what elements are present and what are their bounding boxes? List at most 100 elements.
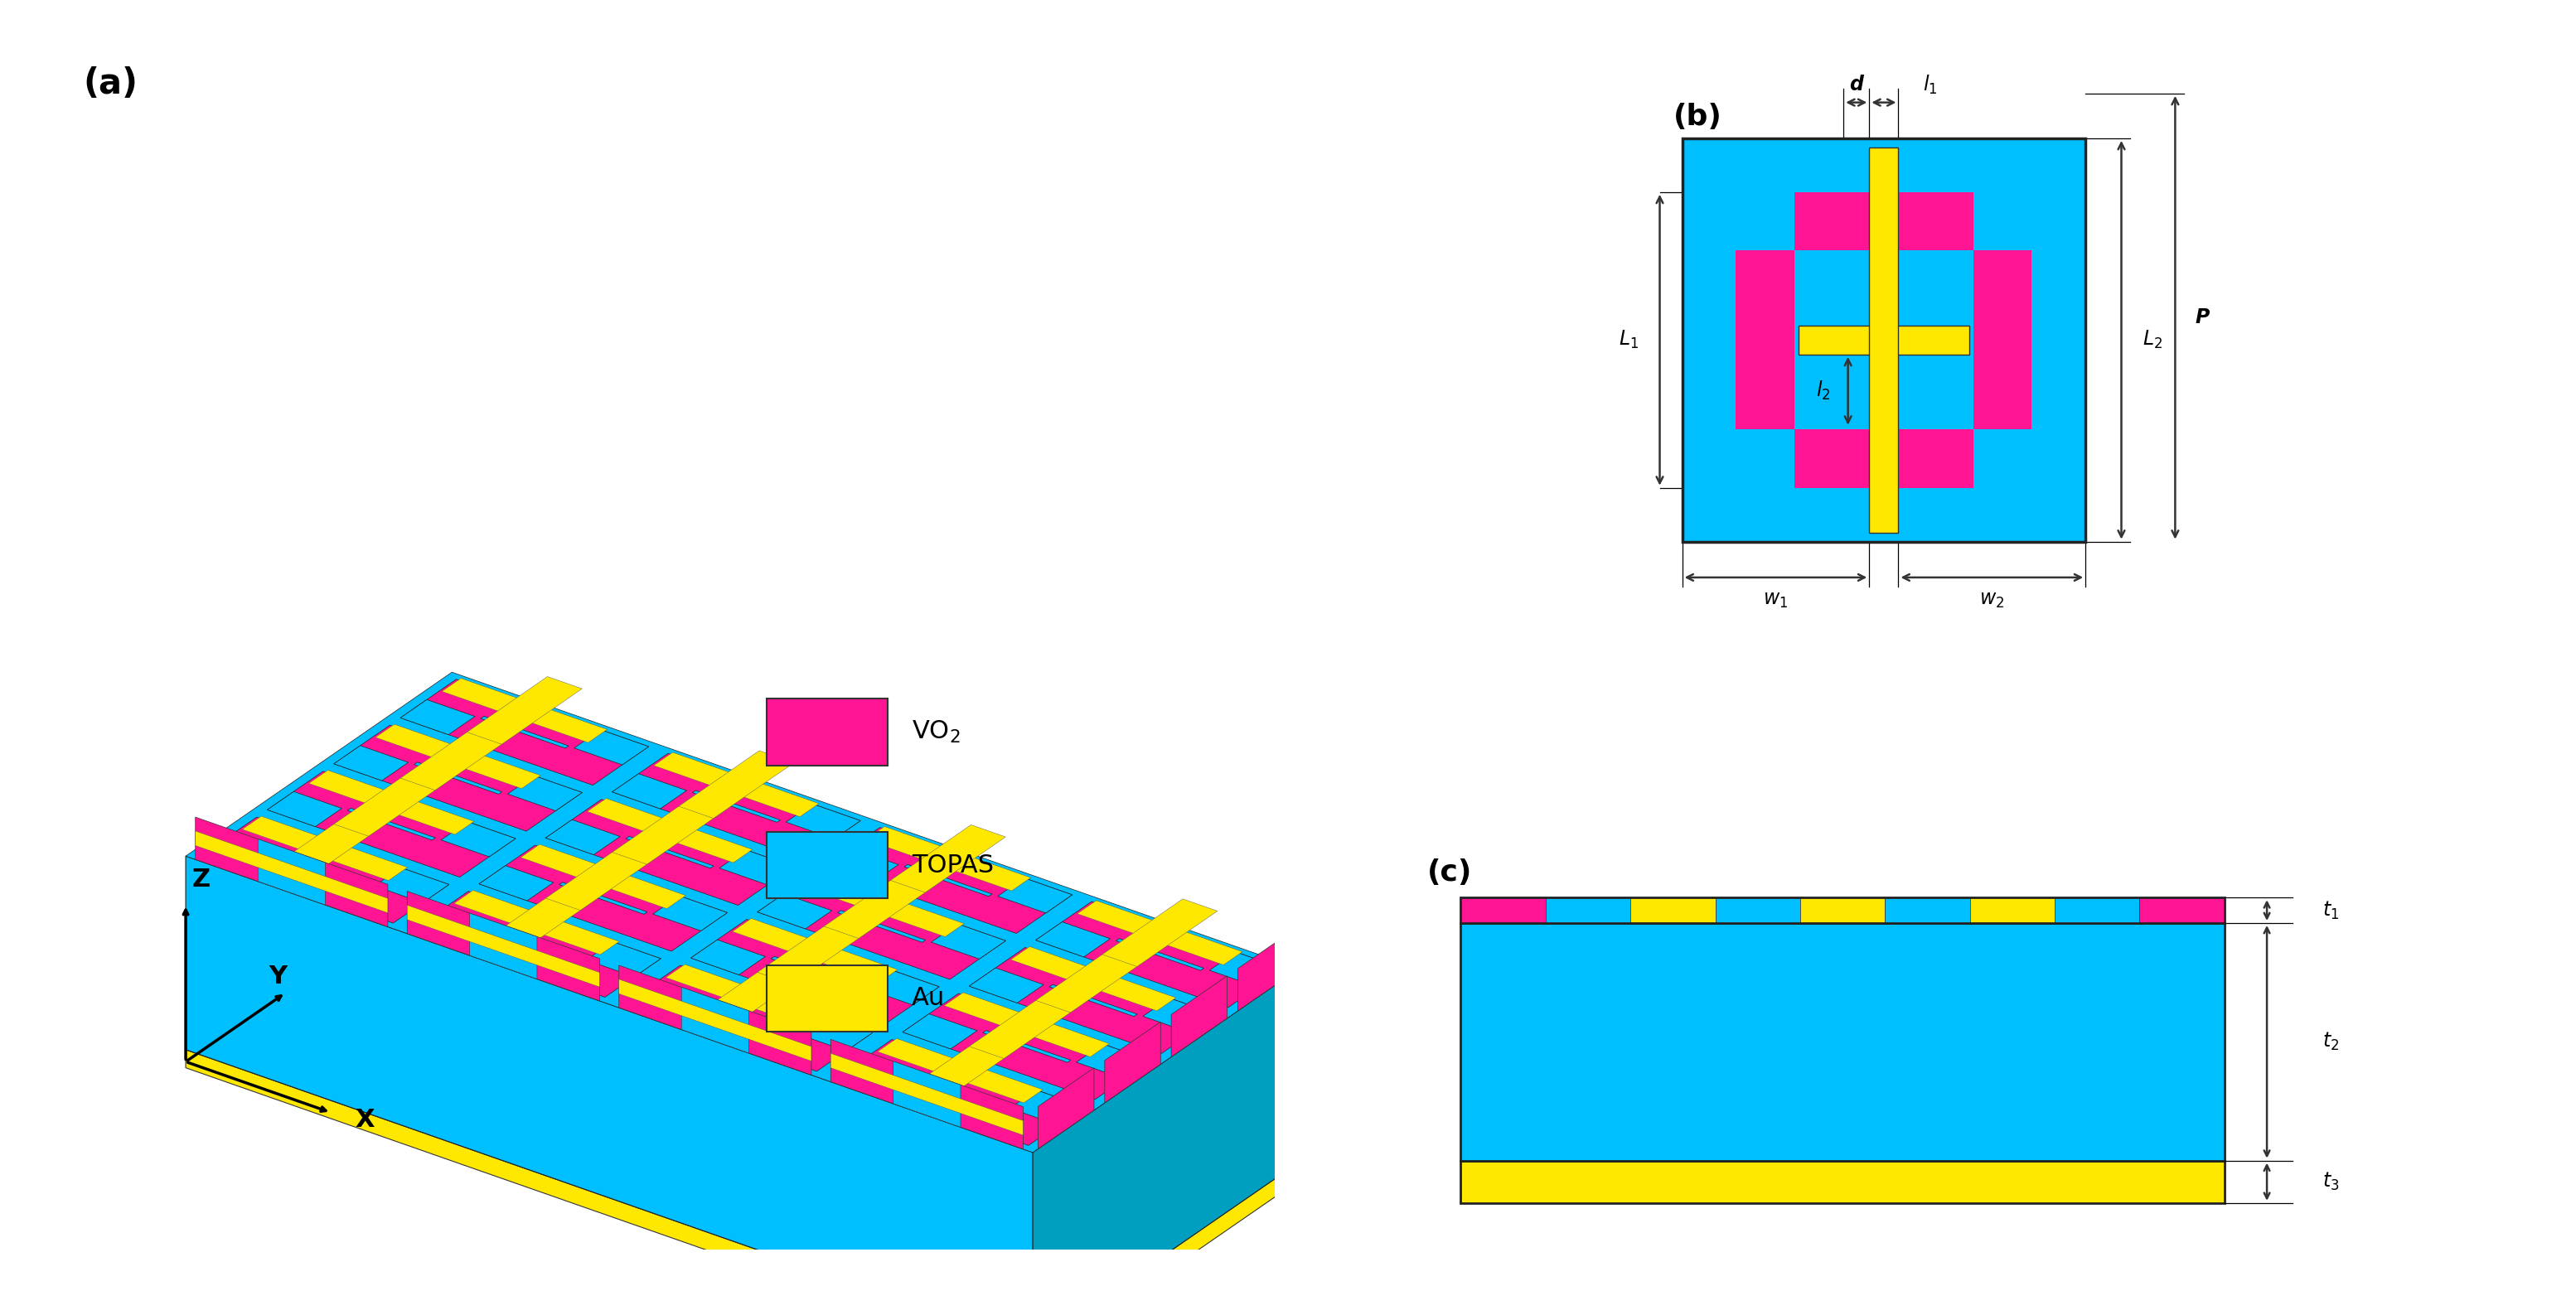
- Polygon shape: [399, 700, 474, 735]
- Polygon shape: [415, 763, 502, 794]
- Polygon shape: [482, 717, 569, 748]
- Polygon shape: [690, 963, 806, 1031]
- Polygon shape: [185, 672, 1298, 1152]
- Polygon shape: [399, 680, 649, 785]
- Text: Z: Z: [191, 868, 211, 892]
- Polygon shape: [866, 826, 1030, 890]
- Bar: [1801, 898, 1886, 923]
- Polygon shape: [969, 968, 1043, 1003]
- Polygon shape: [690, 919, 940, 1026]
- Polygon shape: [1115, 939, 1203, 970]
- Polygon shape: [399, 722, 515, 790]
- Text: VO$_2$: VO$_2$: [912, 719, 961, 744]
- Text: Au: Au: [912, 986, 945, 1010]
- Bar: [1631, 898, 1716, 923]
- Bar: [1862, 430, 1904, 488]
- Polygon shape: [902, 1036, 1018, 1105]
- Polygon shape: [479, 846, 726, 951]
- Polygon shape: [757, 894, 832, 928]
- Text: X: X: [355, 1109, 374, 1132]
- Polygon shape: [969, 948, 1218, 1053]
- Polygon shape: [559, 882, 647, 914]
- Text: Y: Y: [268, 964, 286, 989]
- Polygon shape: [185, 865, 1298, 1315]
- Polygon shape: [546, 800, 793, 905]
- Bar: [1716, 898, 1801, 923]
- Bar: [1736, 192, 2032, 488]
- Polygon shape: [479, 865, 554, 901]
- Polygon shape: [1077, 901, 1242, 965]
- Polygon shape: [757, 873, 1005, 980]
- Bar: [2056, 898, 2141, 923]
- Polygon shape: [824, 827, 1072, 934]
- Bar: [1736, 430, 1795, 488]
- Text: $w_2$: $w_2$: [1978, 590, 2004, 610]
- Polygon shape: [786, 803, 860, 839]
- Polygon shape: [665, 964, 832, 1028]
- Polygon shape: [201, 817, 448, 923]
- Polygon shape: [520, 844, 685, 909]
- Polygon shape: [1103, 899, 1218, 967]
- Polygon shape: [902, 1014, 976, 1049]
- Polygon shape: [891, 825, 1005, 893]
- Polygon shape: [878, 1039, 1043, 1103]
- Polygon shape: [196, 817, 389, 927]
- Polygon shape: [268, 814, 381, 882]
- Text: (b): (b): [1674, 103, 1721, 130]
- Polygon shape: [829, 1039, 1023, 1149]
- Bar: [2141, 898, 2226, 923]
- Polygon shape: [1239, 930, 1293, 1011]
- Polygon shape: [196, 831, 389, 913]
- Bar: [1461, 1161, 2226, 1203]
- Polygon shape: [1211, 952, 1283, 988]
- Polygon shape: [281, 855, 368, 886]
- Polygon shape: [268, 792, 343, 827]
- Polygon shape: [258, 839, 325, 905]
- Polygon shape: [824, 871, 940, 939]
- Bar: [1461, 898, 1546, 923]
- Polygon shape: [623, 986, 698, 1020]
- Polygon shape: [335, 768, 448, 836]
- Polygon shape: [348, 809, 435, 840]
- Polygon shape: [242, 817, 407, 881]
- Polygon shape: [837, 910, 925, 943]
- Polygon shape: [412, 911, 487, 947]
- Polygon shape: [997, 878, 1072, 913]
- Bar: [1971, 898, 2056, 923]
- Polygon shape: [1172, 976, 1226, 1057]
- Bar: [768, 965, 889, 1031]
- Polygon shape: [837, 1060, 909, 1095]
- Polygon shape: [574, 730, 649, 765]
- Polygon shape: [587, 942, 662, 977]
- Polygon shape: [1010, 947, 1175, 1011]
- Text: $t_3$: $t_3$: [2321, 1170, 2339, 1193]
- Polygon shape: [587, 798, 752, 863]
- Polygon shape: [1038, 1068, 1095, 1149]
- Bar: [1862, 192, 1904, 250]
- Polygon shape: [1144, 998, 1218, 1034]
- Polygon shape: [469, 913, 536, 978]
- Polygon shape: [185, 1049, 1033, 1315]
- Polygon shape: [969, 990, 1084, 1059]
- Polygon shape: [185, 856, 1033, 1315]
- Text: (c): (c): [1427, 859, 1471, 886]
- Bar: [1736, 320, 1795, 360]
- Text: $l_2$: $l_2$: [1816, 380, 1832, 402]
- Polygon shape: [440, 822, 515, 857]
- Polygon shape: [652, 896, 726, 931]
- Text: $L_2$: $L_2$: [2143, 329, 2164, 351]
- Polygon shape: [201, 838, 276, 873]
- Polygon shape: [626, 836, 714, 868]
- Polygon shape: [894, 1061, 961, 1127]
- Polygon shape: [613, 797, 726, 864]
- Bar: [1973, 320, 2032, 360]
- Polygon shape: [770, 956, 858, 989]
- Polygon shape: [1036, 945, 1151, 1013]
- Polygon shape: [1036, 922, 1110, 957]
- Bar: [1736, 192, 1795, 250]
- Polygon shape: [917, 1077, 1005, 1109]
- Polygon shape: [335, 725, 582, 831]
- Text: d: d: [1850, 75, 1862, 95]
- Bar: [1870, 147, 1899, 533]
- Polygon shape: [443, 679, 608, 743]
